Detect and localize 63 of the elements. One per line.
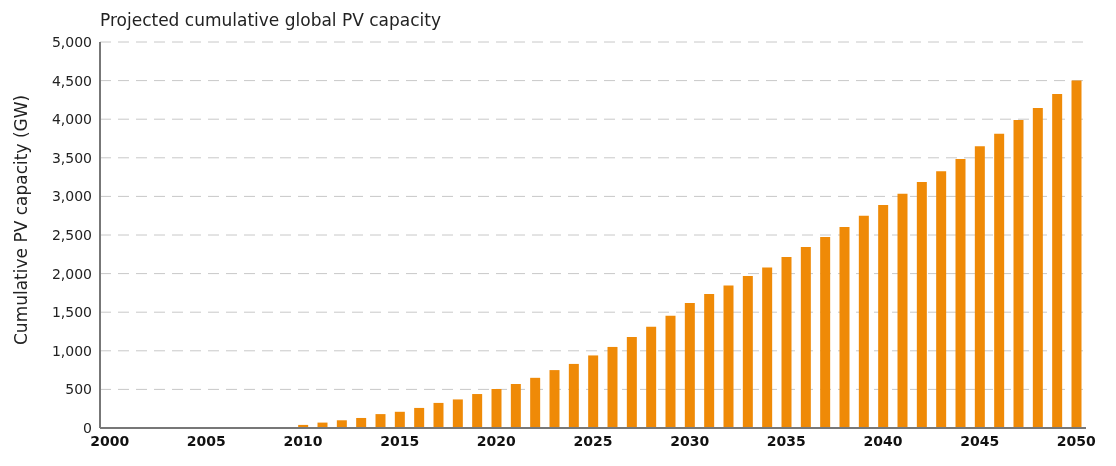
bar [549,370,560,428]
x-tick-label: 2045 [960,432,1000,449]
bar [684,302,695,428]
y-tick-label: 3,500 [51,149,92,166]
bar [491,389,502,428]
y-tick-label: 5,000 [51,33,92,50]
bar [858,215,869,428]
bar [1013,119,1024,428]
y-tick-label: 4,500 [51,72,92,89]
y-tick-label: 4,000 [51,111,92,128]
x-tick-label: 2005 [186,432,226,449]
y-tick-label: 0 [83,419,92,436]
bar [936,171,947,428]
y-axis-title: Cumulative PV capacity (GW) [11,94,32,345]
bar [1071,80,1082,428]
x-tick-label: 2035 [766,432,806,449]
bar [665,315,676,428]
bar [452,399,463,428]
bar [820,236,831,428]
bar [433,402,444,428]
bar [588,355,599,428]
bar [626,336,637,428]
bar [356,417,367,428]
x-tick-label: 2000 [90,432,130,449]
bar [839,226,850,428]
bar [994,133,1005,428]
bar [375,414,386,428]
bar [530,377,541,428]
x-tick-label: 2015 [380,432,420,449]
x-tick-label: 2010 [283,432,323,449]
bar [742,275,753,428]
bar [1032,108,1043,428]
y-tick-label: 2,000 [51,265,92,282]
bar [897,193,908,428]
bar [762,267,773,428]
bar [336,420,347,428]
bar [800,246,811,428]
bar [955,158,966,428]
y-tick-label: 3,000 [51,188,92,205]
bar [568,363,579,428]
y-tick-label: 2,500 [51,226,92,243]
bar [974,146,985,428]
x-tick-label: 2040 [863,432,903,449]
x-tick-label: 2020 [476,432,517,449]
chart-title: Projected cumulative global PV capacity [100,10,442,30]
bar [878,204,889,428]
bar [723,285,734,428]
bar [607,346,618,428]
x-tick-label: 2050 [1056,432,1097,449]
y-tick-label: 500 [65,381,92,398]
bar [704,294,715,428]
bar [646,326,657,428]
bar [414,407,425,428]
x-tick-label: 2025 [573,432,613,449]
bar [781,257,792,428]
bar [916,182,927,428]
bar [472,394,483,428]
x-tick-label: 2030 [670,432,710,449]
y-tick-label: 1,000 [51,342,92,359]
bar [394,411,405,428]
bar [510,384,521,428]
y-tick-label: 1,500 [51,304,92,321]
bar [1052,94,1063,428]
